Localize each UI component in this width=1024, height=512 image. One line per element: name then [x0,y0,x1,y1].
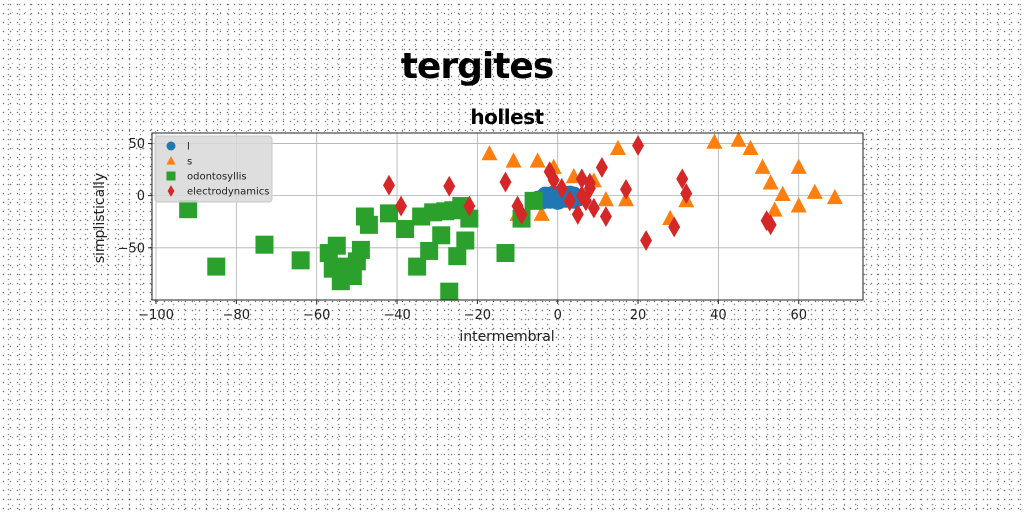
data-point-triangle [826,188,843,205]
legend-box [154,135,273,203]
data-point-square [408,257,427,276]
data-point-diamond [547,169,560,191]
data-point-diamond [680,183,693,204]
data-point-diamond [395,195,408,217]
data-point-triangle [790,158,807,174]
legend-label: l [187,142,190,153]
legend-marker-triangle [166,156,176,165]
data-point-square [347,252,366,271]
data-point-triangle [730,131,747,147]
axis-ticks: −100 −80 −60 −40 −20 0 20 40 60 −50 0 50 [118,137,807,323]
data-point-diamond [543,161,556,183]
data-point-diamond [443,175,456,197]
data-point-diamond [463,195,476,217]
data-point-triangle [505,152,522,168]
data-point-diamond [583,172,596,194]
data-point-diamond [640,230,653,251]
x-tick-label: −60 [303,308,330,323]
data-point-square [327,236,346,255]
data-point-square [343,266,362,285]
data-point-square [440,282,459,301]
x-tick-label: 60 [790,308,807,323]
data-point-diamond [599,206,612,227]
data-point-square [448,247,467,266]
x-tick-label: −20 [464,308,491,323]
data-point-triangle [597,191,614,207]
legend-marker-square [166,171,176,181]
data-point-diamond [563,190,576,212]
data-point-diamond [571,204,584,225]
data-point-diamond [620,178,632,200]
data-point-triangle [754,158,771,174]
data-point-diamond [515,204,528,225]
data-point-square [255,235,274,254]
x-tick-label: 0 [554,308,562,323]
data-point-square [207,257,226,276]
y-axis-label: simplistically [92,173,108,264]
data-point-square [179,200,198,219]
legend: ls odontosyllis electrodynamics [154,135,273,203]
y-tick-label: 0 [137,189,145,204]
plot-frame [151,132,864,301]
data-point-diamond [764,214,777,236]
data-point-triangle [533,205,550,221]
legend-label: electrodynamics [187,187,269,198]
data-point-triangle [774,185,791,201]
data-point-diamond [668,216,681,238]
data-point-diamond [632,135,645,156]
data-point-square [396,220,415,239]
chart-title: tergites [401,46,554,87]
x-axis-label: intermembral [459,329,554,345]
data-point-square [420,241,439,260]
data-point-diamond [575,185,588,207]
legend-label: s [187,157,192,168]
data-point-square [524,191,543,210]
data-point-diamond [499,171,512,193]
data-point-triangle [762,174,779,190]
chart-subtitle: hollest [470,105,544,129]
y-tick-label: −50 [118,241,145,256]
data-point-triangle [742,139,759,156]
data-point-square [359,215,378,234]
legend-label: odontosyllis [187,172,247,183]
data-point-square [432,226,451,245]
data-point-diamond [676,168,689,190]
data-point-diamond [383,174,395,196]
data-point-triangle [766,201,783,217]
data-point-triangle [529,152,546,168]
data-point-square [291,251,310,270]
x-tick-label: −100 [138,308,174,323]
data-point-square [456,231,475,250]
data-point-square [380,204,398,223]
y-tick-label: 50 [128,137,145,152]
data-point-triangle [790,197,807,213]
data-point-triangle [806,183,823,199]
data-points [179,131,843,301]
data-point-triangle [481,145,498,161]
data-point-diamond [587,197,600,219]
x-tick-label: −80 [223,308,250,323]
data-point-diamond [555,177,568,199]
data-point-square [496,244,515,263]
data-point-triangle [706,133,723,149]
legend-marker-circle [166,141,176,151]
data-point-triangle [609,139,626,156]
data-point-diamond [595,157,608,178]
legend-marker-diamond [167,185,175,197]
data-point-square [460,209,479,228]
x-tick-label: 40 [710,308,727,323]
x-tick-label: 20 [630,308,647,323]
x-tick-label: −40 [383,308,410,323]
